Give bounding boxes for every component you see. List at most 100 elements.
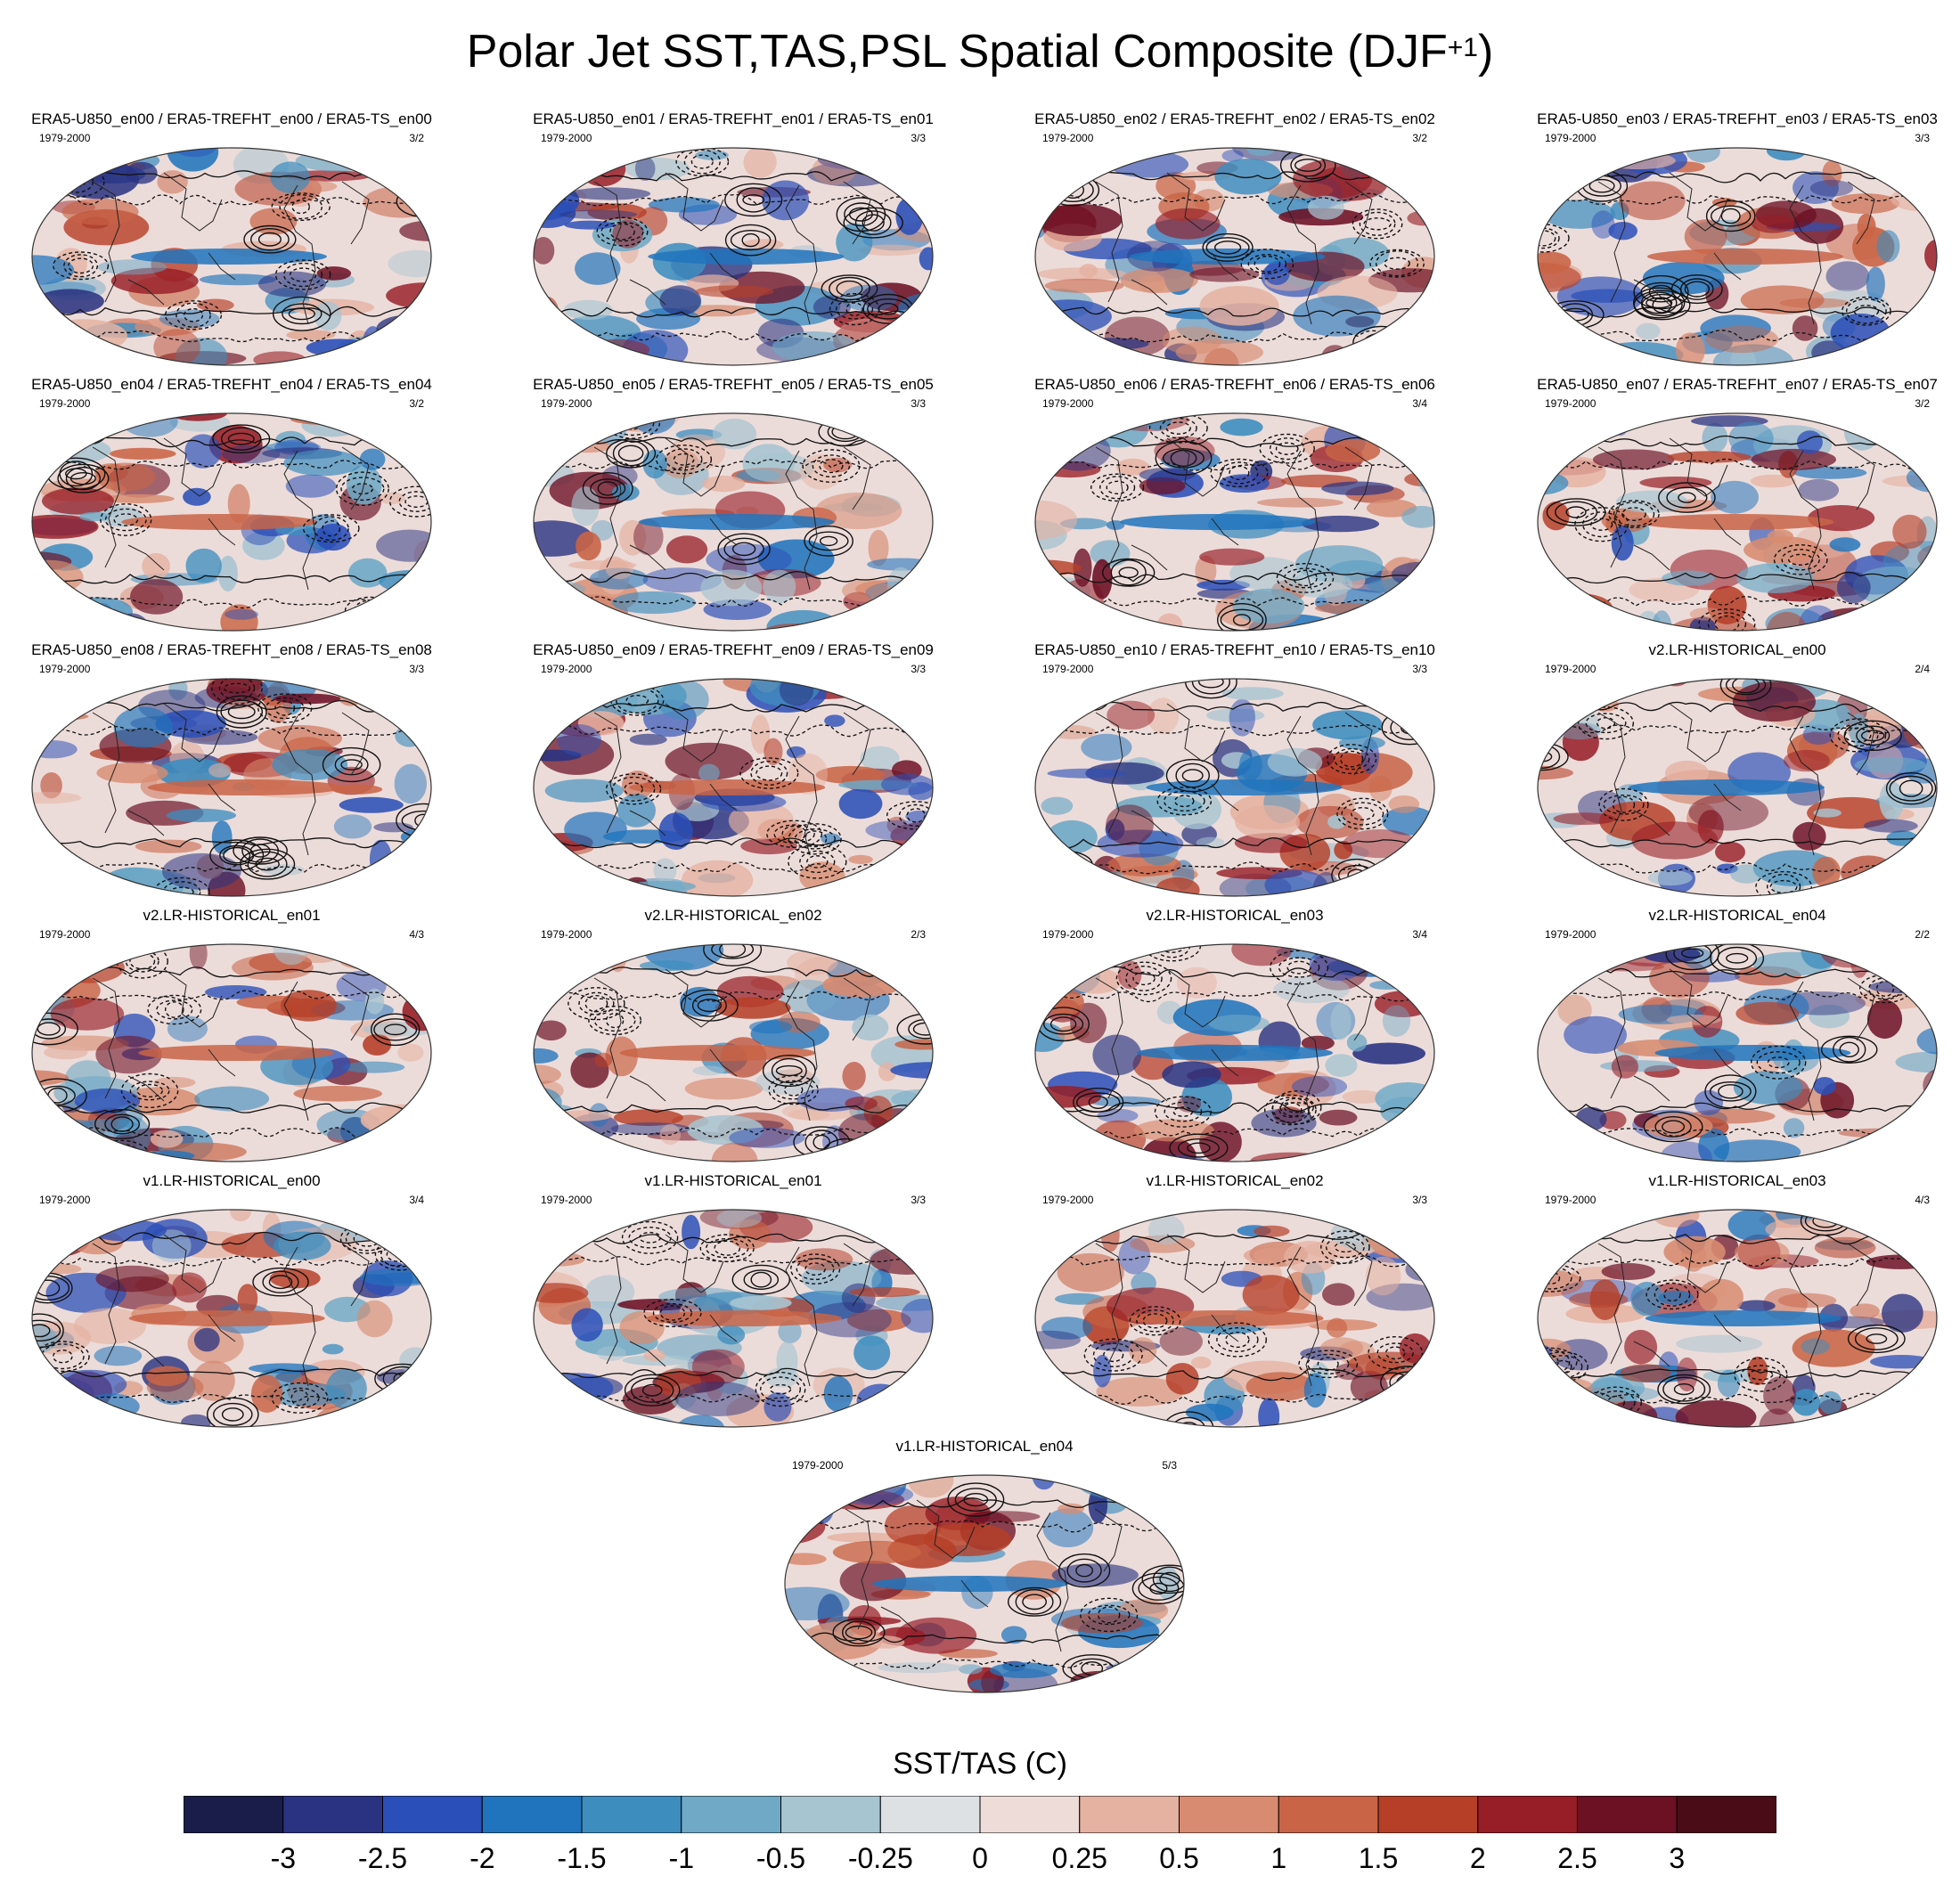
panel-count: 3/3 [1412,1194,1427,1206]
panel-period: 1979-2000 [541,132,592,144]
panel-count: 3/2 [1915,397,1930,410]
map-panel: v1.LR-HISTORICAL_en03 1979-2000 4/3 [1506,1172,1960,1431]
panel-title: ERA5-U850_en06 / ERA5-TREFHT_en06 / ERA5… [1034,376,1435,393]
colorbar-tick-label: 2 [1469,1842,1486,1874]
colorbar-segment [681,1796,781,1833]
map-panel: ERA5-U850_en09 / ERA5-TREFHT_en09 / ERA5… [502,641,965,900]
panel-title: v2.LR-HISTORICAL_en00 [1648,641,1826,658]
panel-count: 3/2 [409,397,424,410]
panel-period: 1979-2000 [1042,663,1094,675]
map-panel: ERA5-U850_en10 / ERA5-TREFHT_en10 / ERA5… [1003,641,1466,900]
colorbar-segment [879,1796,981,1833]
panel-period: 1979-2000 [1545,1194,1597,1206]
panel-title: v1.LR-HISTORICAL_en00 [143,1172,321,1189]
map-panel: ERA5-U850_en04 / ERA5-TREFHT_en04 / ERA5… [0,376,463,634]
panel-count: 3/3 [1412,663,1427,675]
map-panel: ERA5-U850_en00 / ERA5-TREFHT_en00 / ERA5… [0,110,463,369]
panel-title: ERA5-U850_en00 / ERA5-TREFHT_en00 / ERA5… [31,110,432,127]
colorbar-segment [481,1796,583,1833]
world-map [1034,1209,1435,1428]
panel-count: 2/4 [1915,663,1930,675]
world-map [533,943,934,1162]
world-map [1034,678,1435,897]
panel-title: v1.LR-HISTORICAL_en03 [1648,1172,1826,1189]
world-map [1537,412,1938,632]
world-map [31,412,432,632]
colorbar-segment [780,1796,881,1833]
panel-count: 3/3 [911,397,926,410]
colorbar-segment [1278,1796,1379,1833]
colorbar-tick-label: 0.25 [1051,1842,1107,1874]
panel-period: 1979-2000 [39,1194,91,1206]
panel-period: 1979-2000 [541,1194,592,1206]
colorbar-segment [979,1796,1081,1833]
map-panel: ERA5-U850_en07 / ERA5-TREFHT_en07 / ERA5… [1506,376,1960,634]
panel-title: v2.LR-HISTORICAL_en02 [644,907,822,924]
panel-title: ERA5-U850_en04 / ERA5-TREFHT_en04 / ERA5… [31,376,432,393]
world-map [533,412,934,632]
map-panel-grid: ERA5-U850_en00 / ERA5-TREFHT_en00 / ERA5… [0,110,1960,1693]
colorbar-tick-label: 1.5 [1358,1842,1399,1874]
panel-title: v2.LR-HISTORICAL_en03 [1146,907,1324,924]
panel-count: 4/3 [1915,1194,1930,1206]
colorbar-segment [1477,1796,1578,1833]
panel-title: ERA5-U850_en05 / ERA5-TREFHT_en05 / ERA5… [533,376,934,393]
colorbar-segment [1676,1796,1776,1833]
panel-title: v2.LR-HISTORICAL_en01 [143,907,321,924]
colorbar-tick-label: 0.5 [1159,1842,1199,1874]
panel-count: 3/4 [409,1194,424,1206]
panel-period: 1979-2000 [39,663,91,675]
panel-period: 1979-2000 [1042,928,1094,941]
map-panel: ERA5-U850_en01 / ERA5-TREFHT_en01 / ERA5… [502,110,965,369]
map-panel: v2.LR-HISTORICAL_en03 1979-2000 3/4 [1003,907,1466,1165]
map-panel: v2.LR-HISTORICAL_en02 1979-2000 2/3 [502,907,965,1165]
world-map [533,1209,934,1428]
figure-title: Polar Jet SST,TAS,PSL Spatial Composite … [0,25,1960,78]
world-map [1537,943,1938,1162]
world-map [1537,147,1938,366]
map-panel: ERA5-U850_en03 / ERA5-TREFHT_en03 / ERA5… [1506,110,1960,369]
panel-title: ERA5-U850_en10 / ERA5-TREFHT_en10 / ERA5… [1034,641,1435,658]
colorbar-segment [282,1796,383,1833]
colorbar-segment [184,1796,284,1833]
map-panel: v2.LR-HISTORICAL_en01 1979-2000 4/3 [0,907,463,1165]
map-panel: ERA5-U850_en02 / ERA5-TREFHT_en02 / ERA5… [1003,110,1466,369]
panel-title: v1.LR-HISTORICAL_en04 [895,1438,1074,1455]
panel-title: ERA5-U850_en09 / ERA5-TREFHT_en09 / ERA5… [533,641,934,658]
world-map [1537,678,1938,897]
world-map [31,1209,432,1428]
panel-title: v1.LR-HISTORICAL_en02 [1146,1172,1324,1189]
map-panel: ERA5-U850_en05 / ERA5-TREFHT_en05 / ERA5… [502,376,965,634]
panel-title: ERA5-U850_en03 / ERA5-TREFHT_en03 / ERA5… [1537,110,1938,127]
colorbar-tick-label: -2 [470,1842,495,1874]
panel-count: 2/3 [911,928,926,941]
colorbar-tick-label: -2.5 [357,1842,408,1874]
panel-count: 3/3 [911,1194,926,1206]
panel-count: 4/3 [409,928,424,941]
map-panel: v2.LR-HISTORICAL_en04 1979-2000 2/2 [1506,907,1960,1165]
map-panel: v1.LR-HISTORICAL_en00 1979-2000 3/4 [0,1172,463,1431]
colorbar-tick-label: -1 [668,1842,695,1874]
panel-count: 3/3 [409,663,424,675]
colorbar-tick-labels: -3 -2.5 -2 -1.5 -1 -0.5 -0.25 0 0.25 0.5 1 1.5 2 2.5 3 [0,1840,1960,1885]
panel-period: 1979-2000 [1545,397,1597,410]
world-map [1034,943,1435,1162]
panel-period: 1979-2000 [1042,132,1094,144]
panel-period: 1979-2000 [1042,1194,1094,1206]
colorbar-tick-label: 3 [1669,1842,1686,1874]
colorbar-segment [382,1796,483,1833]
colorbar [184,1796,1776,1833]
panel-count: 3/3 [1915,132,1930,144]
colorbar-segment [1577,1796,1678,1833]
panel-count: 3/2 [1412,132,1427,144]
map-panel: ERA5-U850_en06 / ERA5-TREFHT_en06 / ERA5… [1003,376,1466,634]
panel-period: 1979-2000 [1042,397,1094,410]
panel-period: 1979-2000 [1545,132,1597,144]
world-map [31,147,432,366]
map-panel: v1.LR-HISTORICAL_en02 1979-2000 3/3 [1003,1172,1466,1431]
colorbar-tick-label: 1 [1270,1842,1287,1874]
world-map [31,943,432,1162]
colorbar-segment [1079,1796,1180,1833]
figure-title-close: ) [1477,26,1494,77]
world-map [784,1474,1185,1693]
